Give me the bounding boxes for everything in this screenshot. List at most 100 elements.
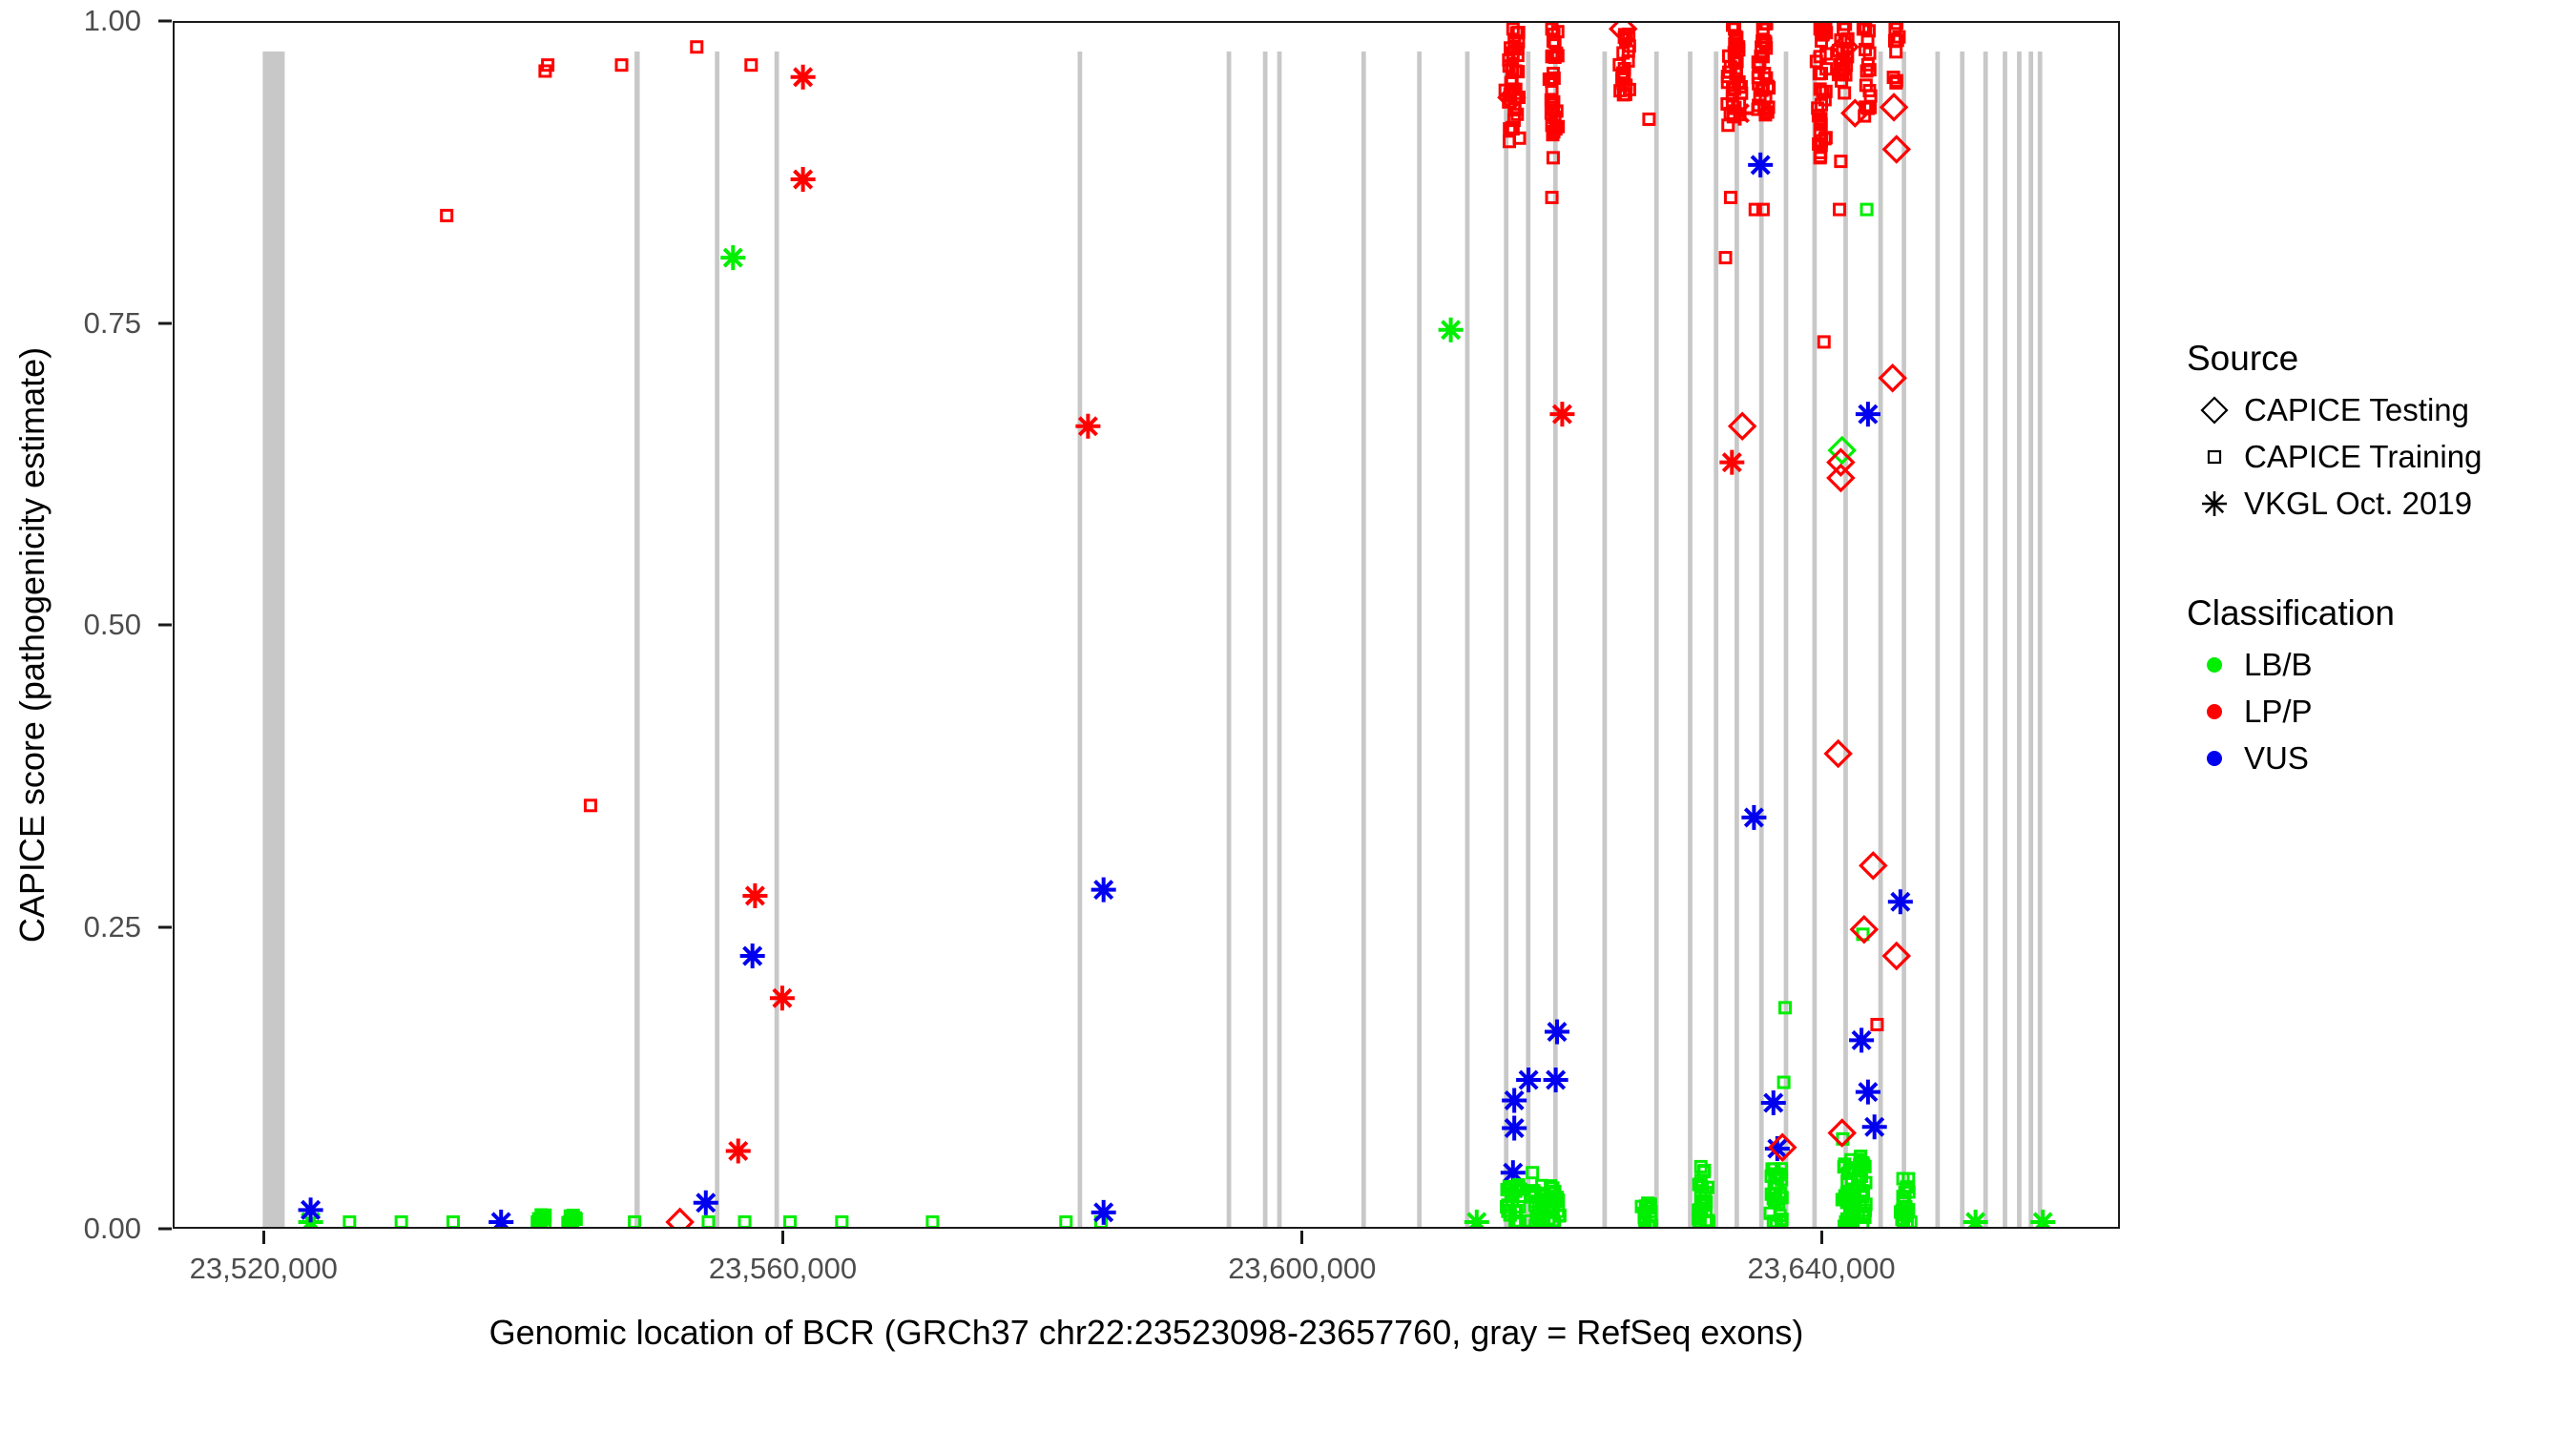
exon-band bbox=[2028, 52, 2034, 1227]
data-point-square bbox=[1889, 45, 1903, 59]
data-point-square bbox=[1551, 119, 1566, 134]
data-point-diamond bbox=[1826, 447, 1856, 477]
data-point-square bbox=[1642, 112, 1656, 126]
exon-band bbox=[715, 52, 720, 1227]
data-point-diamond bbox=[1727, 411, 1757, 442]
data-point-square bbox=[1544, 106, 1558, 120]
data-point-asterisk bbox=[1861, 1114, 1887, 1140]
legend-item-capice-testing[interactable]: CAPICE Testing bbox=[2185, 386, 2566, 433]
data-point-diamond bbox=[665, 1207, 695, 1227]
data-point-square bbox=[1834, 155, 1848, 169]
data-point-square bbox=[1527, 1186, 1542, 1200]
x-tick-mark bbox=[1819, 1231, 1823, 1244]
exon-band bbox=[1878, 52, 1883, 1227]
data-point-diamond bbox=[1879, 93, 1909, 122]
data-point-square bbox=[343, 1214, 357, 1227]
data-point-asterisk bbox=[742, 882, 768, 908]
data-point-asterisk bbox=[1887, 889, 1913, 915]
legend-item-lpp[interactable]: LP/P bbox=[2185, 688, 2566, 735]
data-point-asterisk bbox=[1502, 1088, 1527, 1113]
data-point-square bbox=[1696, 1194, 1711, 1209]
data-point-asterisk bbox=[1963, 1209, 1988, 1227]
data-point-asterisk bbox=[1502, 1115, 1527, 1141]
data-point-square bbox=[925, 1214, 940, 1227]
diamond-outline-icon bbox=[2185, 394, 2244, 426]
legend-label-vkgl: VKGL Oct. 2019 bbox=[2244, 485, 2473, 521]
exon-band bbox=[1983, 52, 1988, 1227]
data-point-diamond bbox=[1849, 915, 1880, 944]
exon-band bbox=[1465, 52, 1470, 1227]
exon-band bbox=[1758, 52, 1764, 1227]
data-point-asterisk bbox=[488, 1209, 514, 1227]
data-point-square bbox=[1702, 1214, 1716, 1227]
data-point-asterisk bbox=[1075, 413, 1101, 439]
data-point-square bbox=[1523, 1213, 1537, 1227]
data-point-square bbox=[1833, 57, 1847, 72]
x-tick-label: 23,560,000 bbox=[708, 1252, 858, 1285]
data-point-square bbox=[541, 58, 555, 73]
data-point-square bbox=[1775, 1213, 1789, 1227]
data-point-square bbox=[1546, 151, 1560, 165]
legend-item-lbb[interactable]: LB/B bbox=[2185, 641, 2566, 688]
data-point-square bbox=[1890, 23, 1904, 31]
exon-band bbox=[1735, 52, 1739, 1227]
data-points-layer bbox=[298, 23, 2056, 1227]
data-point-square bbox=[533, 1216, 548, 1227]
data-point-square bbox=[1733, 96, 1747, 111]
exon-band bbox=[262, 52, 285, 1227]
scatter-plot-svg bbox=[262, 23, 2056, 1227]
legend-label-lpp: LP/P bbox=[2244, 693, 2313, 729]
y-tick-label: 0.50 bbox=[83, 608, 141, 641]
y-tick-label: 0.00 bbox=[83, 1212, 141, 1245]
data-point-square bbox=[1725, 93, 1739, 108]
data-point-square bbox=[1764, 1169, 1778, 1183]
data-point-square bbox=[1836, 45, 1850, 59]
exon-band bbox=[1843, 52, 1848, 1227]
y-tick-mark bbox=[158, 623, 172, 627]
y-tick-label: 0.75 bbox=[83, 305, 141, 340]
data-point-asterisk bbox=[725, 1138, 751, 1164]
data-point-square bbox=[1858, 1210, 1872, 1224]
data-point-square bbox=[1759, 71, 1774, 85]
data-point-square bbox=[1526, 1166, 1540, 1180]
data-point-square bbox=[1547, 28, 1561, 42]
data-point-square bbox=[1856, 1190, 1870, 1204]
data-point-square bbox=[1898, 1185, 1912, 1199]
exon-band bbox=[2037, 52, 2043, 1227]
legend-item-capice-training[interactable]: CAPICE Training bbox=[2185, 433, 2566, 480]
data-point-asterisk bbox=[1543, 1068, 1568, 1093]
data-point-square bbox=[1510, 107, 1525, 121]
data-point-square bbox=[1860, 101, 1875, 115]
data-point-square bbox=[1506, 62, 1520, 76]
data-point-square bbox=[1755, 23, 1770, 36]
data-point-square bbox=[1524, 1187, 1538, 1201]
data-point-square bbox=[1718, 251, 1733, 265]
data-point-square bbox=[1642, 1218, 1656, 1227]
data-point-square bbox=[1613, 84, 1628, 98]
legend-item-vkgl[interactable]: VKGL Oct. 2019 bbox=[2185, 480, 2566, 527]
exon-band bbox=[1361, 52, 1366, 1227]
data-point-square bbox=[1775, 1162, 1789, 1176]
data-point-square bbox=[1697, 1163, 1712, 1177]
legend-spacer bbox=[2185, 527, 2566, 593]
exon-band bbox=[1602, 52, 1608, 1227]
legend-item-vus[interactable]: VUS bbox=[2185, 735, 2566, 781]
exon-band bbox=[1935, 52, 1941, 1227]
data-point-square bbox=[1545, 190, 1559, 204]
data-point-asterisk bbox=[1549, 402, 1575, 427]
data-point-square bbox=[1853, 1154, 1867, 1169]
data-point-asterisk bbox=[790, 167, 816, 193]
data-point-square bbox=[1838, 32, 1852, 47]
data-point-square bbox=[1751, 55, 1765, 70]
data-point-diamond bbox=[1827, 435, 1858, 466]
data-point-asterisk bbox=[1760, 1090, 1786, 1116]
exon-band bbox=[1901, 52, 1906, 1227]
data-point-square bbox=[1503, 135, 1517, 149]
data-point-square bbox=[564, 1213, 578, 1227]
data-point-asterisk bbox=[1849, 1027, 1875, 1053]
data-point-square bbox=[1615, 66, 1630, 80]
data-point-square bbox=[1777, 1001, 1792, 1015]
data-point-square bbox=[1508, 86, 1523, 100]
exon-band bbox=[1688, 52, 1693, 1227]
